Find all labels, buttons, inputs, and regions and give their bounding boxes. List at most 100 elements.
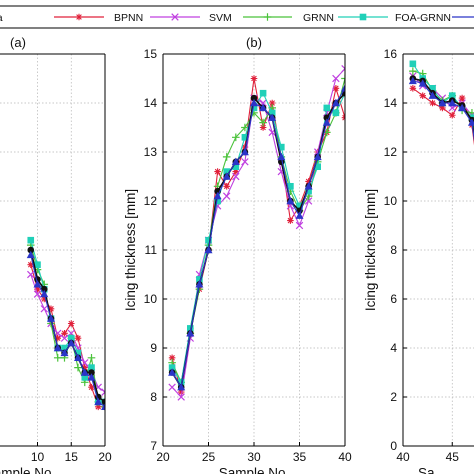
data-point-actual xyxy=(88,369,95,376)
data-point-proposed xyxy=(418,79,427,87)
data-point-foagrnn xyxy=(81,374,89,381)
series-line-grnn xyxy=(412,70,474,133)
data-point-proposed xyxy=(213,191,222,200)
data-point-grnn xyxy=(53,354,62,362)
data-point-foagrnn xyxy=(196,276,203,283)
data-point-bpnn xyxy=(250,75,258,82)
data-point-proposed xyxy=(80,368,89,376)
data-point-proposed xyxy=(53,343,62,352)
y-tick-label: 10 xyxy=(144,292,158,306)
data-point-bpnn xyxy=(67,320,75,327)
data-point-proposed xyxy=(277,152,286,161)
data-point-proposed xyxy=(94,397,103,406)
data-point-foagrnn xyxy=(409,60,417,68)
data-point-foagrnn xyxy=(74,349,82,357)
legend-label-svm: SVM xyxy=(209,12,232,24)
data-point-proposed xyxy=(268,113,277,121)
x-tick-label: 15 xyxy=(65,450,79,464)
data-point-svm xyxy=(332,74,340,83)
data-point-proposed xyxy=(67,338,76,347)
legend-item-grnn: GRNN xyxy=(243,12,334,24)
series-line-proposed xyxy=(171,88,345,389)
data-point-bpnn xyxy=(27,261,35,268)
data-point-svm xyxy=(222,192,231,200)
data-point-proposed xyxy=(60,348,69,357)
data-point-bpnn xyxy=(168,354,176,362)
data-point-proposed xyxy=(26,250,35,259)
legend-label-bpnn: BPNN xyxy=(114,12,143,24)
data-point-bpnn xyxy=(61,330,68,337)
data-point-foagrnn xyxy=(187,325,194,332)
y-tick-label: 8 xyxy=(390,243,397,257)
x-tick-label: 30 xyxy=(247,450,261,464)
data-point-foagrnn xyxy=(61,344,68,352)
data-point-foagrnn xyxy=(88,364,95,371)
data-point-grnn xyxy=(409,67,417,75)
data-point-foagrnn xyxy=(448,92,456,99)
data-point-svm xyxy=(33,290,42,298)
data-point-foagrnn xyxy=(323,104,331,112)
y-tick-label: 16 xyxy=(384,47,398,61)
x-tick-label: 45 xyxy=(446,450,460,464)
y-tick-label: 15 xyxy=(144,47,158,61)
data-point-proposed xyxy=(259,103,268,112)
panel-label: (b) xyxy=(246,35,262,50)
data-point-foagrnn xyxy=(332,109,340,117)
series-line-actual xyxy=(171,92,345,390)
data-point-bpnn xyxy=(419,92,426,99)
x-axis-label: Sample No. xyxy=(219,466,290,474)
y-tick-label: 0 xyxy=(390,439,397,453)
data-point-bpnn xyxy=(88,383,95,391)
y-tick-label: 11 xyxy=(145,243,158,257)
data-point-proposed xyxy=(341,84,345,92)
legend-label-grnn: GRNN xyxy=(303,12,334,24)
data-point-foagrnn xyxy=(314,163,321,170)
data-point-proposed xyxy=(286,196,295,205)
y-tick-label: 8 xyxy=(150,390,157,404)
series-line-bpnn xyxy=(171,78,345,393)
data-point-bpnn xyxy=(74,334,82,342)
data-point-proposed xyxy=(304,182,313,190)
y-axis-label: Icing thickness [mm] xyxy=(123,189,138,311)
y-tick-label: 14 xyxy=(144,96,158,110)
legend-label-actual: Actual data xyxy=(0,12,3,24)
data-point-proposed xyxy=(448,98,457,107)
data-point-foagrnn xyxy=(241,134,249,141)
data-point-foagrnn xyxy=(268,109,276,117)
data-point-bpnn xyxy=(429,99,436,107)
data-point-foagrnn xyxy=(177,379,185,386)
data-point-grnn xyxy=(87,354,96,362)
data-point-bpnn xyxy=(214,168,221,175)
data-point-bpnn xyxy=(241,143,249,151)
y-tick-label: 9 xyxy=(150,341,157,355)
data-point-actual xyxy=(101,398,105,406)
data-point-proposed xyxy=(195,280,204,288)
y-tick-label: 13 xyxy=(144,145,158,159)
data-point-proposed xyxy=(87,373,96,381)
data-point-svm xyxy=(232,172,240,181)
data-point-svm xyxy=(101,388,105,396)
data-point-proposed xyxy=(231,157,240,165)
x-tick-label: 35 xyxy=(293,450,307,464)
data-point-proposed xyxy=(33,280,42,288)
data-point-proposed xyxy=(177,383,186,391)
data-point-bpnn xyxy=(223,183,230,190)
data-point-proposed xyxy=(40,289,49,298)
x-tick-label: 25 xyxy=(202,450,216,464)
legend-item-svm: SVM xyxy=(150,12,232,24)
data-point-svm xyxy=(60,334,69,342)
data-point-bpnn xyxy=(305,178,312,185)
data-point-foagrnn xyxy=(232,163,240,170)
data-point-bpnn xyxy=(177,388,185,396)
data-point-proposed xyxy=(331,98,340,107)
series-line-svm xyxy=(412,75,474,134)
data-point-foagrnn xyxy=(214,197,221,205)
data-point-bpnn xyxy=(458,94,466,102)
data-point-proposed xyxy=(222,172,231,180)
axes-frame xyxy=(0,53,106,447)
y-tick-label: 14 xyxy=(384,96,398,110)
data-point-proposed xyxy=(467,118,474,126)
x-tick-label: 20 xyxy=(98,450,112,464)
data-point-bpnn xyxy=(287,217,294,224)
y-tick-label: 12 xyxy=(144,194,158,208)
